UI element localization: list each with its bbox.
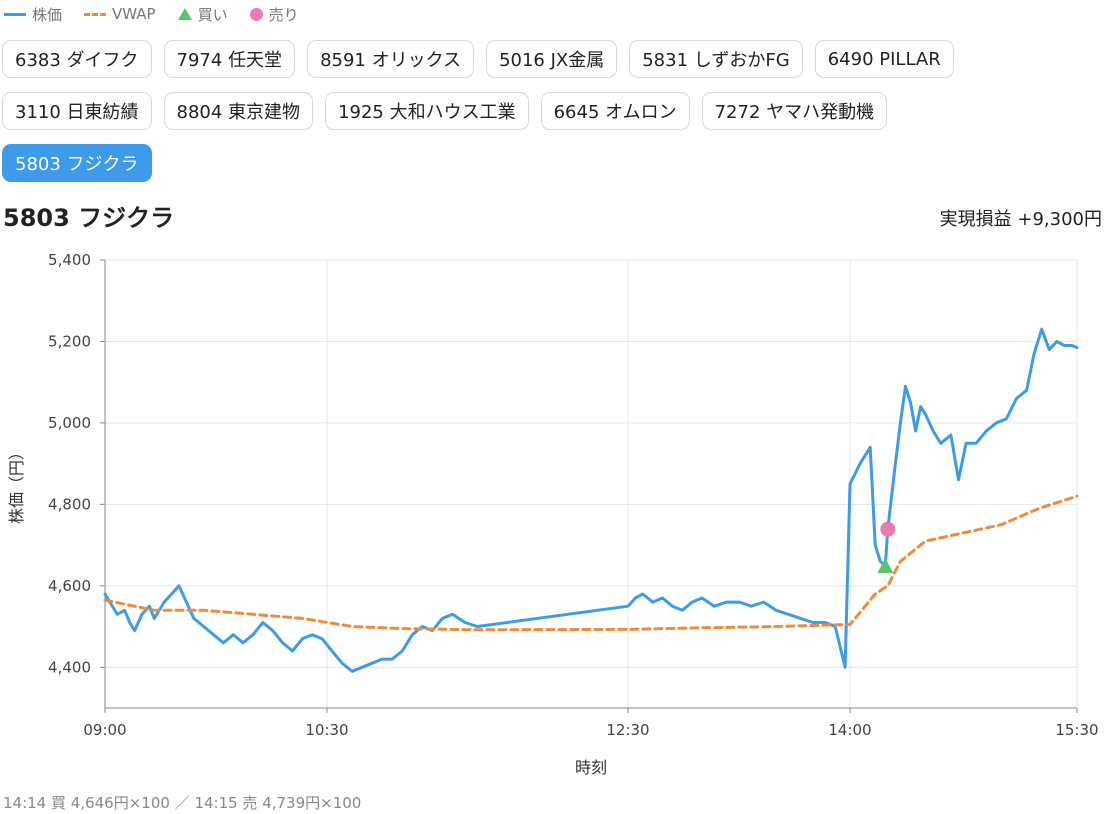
buy-marker [877,558,894,574]
stock-chip-selected[interactable]: 5803 フジクラ [2,144,152,182]
chart-title: 5803 フジクラ [3,204,175,232]
x-tick-label: 15:30 [1055,721,1098,739]
vwap-line [103,494,1079,632]
circle-icon [249,7,263,21]
legend-vwap[interactable]: VWAP [84,5,156,23]
stock-chip[interactable]: 7272 ヤマハ発動機 [701,92,888,130]
stock-chip-row: 5803 フジクラ [2,144,1102,182]
stock-chip[interactable]: 3110 日東紡績 [2,92,152,130]
stock-chip[interactable]: 1925 大和ハウス工業 [325,92,529,130]
stock-chip[interactable]: 8804 東京建物 [163,92,314,130]
y-tick-label: 4,400 [48,658,91,676]
chart-legend: 株価 VWAP 買い 売り [4,4,299,24]
stock-chip[interactable]: 8591 オリックス [307,40,475,78]
stock-chip[interactable]: 6490 PILLAR [814,40,954,78]
stock-chip[interactable]: 6383 ダイフク [2,40,152,78]
legend-buy[interactable]: 買い [177,4,228,25]
triangle-icon [177,8,192,20]
x-tick-label: 10:30 [305,721,348,739]
x-tick-label: 12:30 [606,721,649,739]
stock-chip[interactable]: 6645 オムロン [540,92,690,130]
legend-vwap-label: VWAP [112,5,156,23]
plot-area [104,259,1078,709]
y-tick-label: 5,000 [48,414,91,432]
sell-marker [880,521,896,537]
dashed-line-swatch-icon [84,12,107,16]
realized-pnl: 実現損益 +9,300円 [939,209,1102,230]
stock-chip-row: 6383 ダイフク 7974 任天堂 8591 オリックス 5016 JX金属 … [2,40,1102,78]
stock-selector: 6383 ダイフク 7974 任天堂 8591 オリックス 5016 JX金属 … [2,40,1102,196]
legend-sell-label: 売り [268,5,299,24]
y-tick-label: 4,800 [48,495,91,513]
y-tick-label: 4,600 [48,577,91,595]
line-swatch-icon [4,12,26,16]
price-chart[interactable]: 4,400 4,600 4,800 5,000 5,200 5,400 09:00 10:30… [0,240,1105,785]
stock-chip[interactable]: 7974 任天堂 [163,40,296,78]
legend-price[interactable]: 株価 [4,4,62,25]
x-tick-label: 09:00 [83,721,126,739]
legend-buy-label: 買い [197,5,228,24]
x-axis-label: 時刻 [575,758,607,777]
stock-chip[interactable]: 5831 しずおかFG [629,40,803,78]
x-tick-label: 14:00 [828,721,871,739]
stock-chip-row: 3110 日東紡績 8804 東京建物 1925 大和ハウス工業 6645 オム… [2,92,1102,130]
y-tick-label: 5,400 [48,251,91,269]
legend-sell[interactable]: 売り [249,4,299,25]
legend-price-label: 株価 [32,5,63,24]
y-tick-label: 5,200 [48,332,91,350]
trade-summary: 14:14 買 4,646円×100 ／ 14:15 売 4,739円×100 [3,794,362,812]
y-axis-label: 株価（円） [7,444,26,524]
stock-chip[interactable]: 5016 JX金属 [486,40,618,78]
price-line [103,327,1079,673]
